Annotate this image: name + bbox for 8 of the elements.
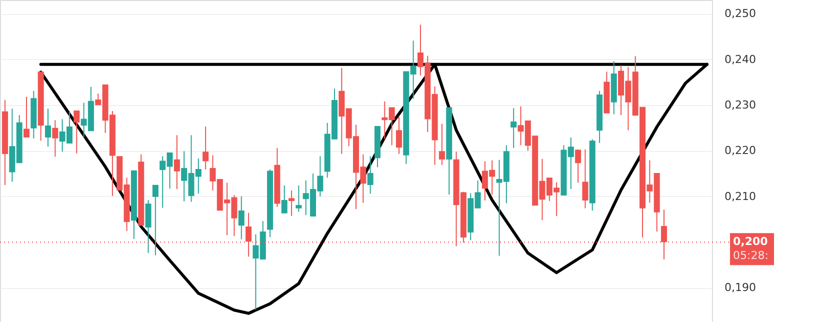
text: 05:28: (733, 249, 768, 262)
y-tick-label: 0,190 (724, 281, 756, 294)
y-tick-label: 0,220 (724, 144, 756, 158)
y-tick-label: 0,210 (724, 190, 756, 203)
y-tick-label: 0,230 (724, 98, 756, 112)
y-tick-label: 0,240 (724, 52, 756, 66)
ref-line-label: 0,200 (733, 235, 768, 248)
y-tick-label: 0,250 (724, 7, 756, 20)
